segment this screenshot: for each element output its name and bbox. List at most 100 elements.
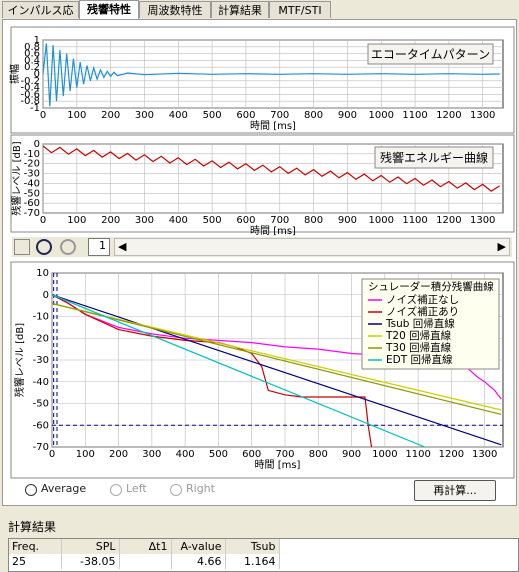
data-cell [119, 554, 172, 569]
x-tick-label: 1200 [439, 449, 464, 460]
x-tick-label: 400 [176, 449, 195, 460]
x-tick-label: 1000 [369, 110, 394, 121]
x-tick-label: 900 [338, 215, 357, 226]
y-tick-label: -10 [24, 149, 40, 160]
y-tick-label: -1 [30, 103, 40, 114]
y-tick-label: -30 [33, 355, 49, 366]
recalc-button[interactable]: 再計算... [414, 480, 496, 501]
y-tick-label: -10 [33, 312, 49, 323]
data-cell: 1.164 [225, 554, 280, 569]
y-tick-label: -40 [33, 377, 49, 388]
header-cell: Tsub [225, 539, 280, 554]
x-tick-label: 1100 [402, 110, 427, 121]
scroll-right[interactable]: ▶ [497, 240, 506, 253]
scroll-left[interactable]: ◀ [118, 240, 127, 253]
y-tick-label: 0.2 [24, 62, 40, 73]
y-axis-label: 残響レベル [dB] [13, 323, 26, 397]
y-tick-label: -0.2 [20, 76, 40, 87]
y-tick-label: -50 [24, 188, 40, 199]
data-cell: 25 [9, 554, 62, 569]
y-tick-label: -20 [33, 333, 49, 344]
y-tick-label: -50 [33, 399, 49, 410]
zoom-in-button[interactable] [36, 239, 52, 255]
tab[interactable]: 残響特性 [79, 0, 139, 19]
section-title: 計算結果 [8, 520, 57, 534]
x-axis-label: 時間 [ms] [255, 459, 301, 471]
x-tick-label: 1200 [436, 215, 461, 226]
x-tick-label: 700 [275, 449, 294, 460]
legend-label: EDT 回帰直線 [386, 353, 453, 366]
x-tick-label: 200 [109, 449, 128, 460]
y-axis-label: 残響レベル [dB] [10, 141, 23, 215]
x-tick-label: 600 [236, 110, 255, 121]
x-tick-label: 1300 [470, 215, 495, 226]
x-tick-label: 800 [304, 110, 323, 121]
legend-title: シュレーダー積分残響曲線 [368, 280, 494, 293]
x-tick-label: 500 [203, 215, 222, 226]
x-tick-label: 300 [135, 215, 154, 226]
legend-label: ノイズ補正なし [386, 293, 459, 306]
x-tick-label: 1200 [436, 110, 461, 121]
x-tick-label: 200 [101, 110, 120, 121]
radio-label: Average [41, 482, 87, 495]
chart-title: エコータイムパターン [371, 48, 490, 62]
legend-label: T30 回帰直線 [385, 341, 452, 354]
tab[interactable]: 周波数特性 [139, 1, 211, 18]
x-tick-label: 0 [49, 449, 55, 460]
results-table: Freq. SPL Δt1 A-value Tsub 25 -38.05 4.66 1.164 [9, 539, 280, 569]
y-tick-label: 0.8 [24, 42, 40, 53]
tab[interactable]: 計算結果 [211, 1, 269, 18]
header-row: Freq. SPL Δt1 A-value Tsub [9, 539, 280, 554]
y-tick-label: 1 [34, 35, 40, 46]
x-tick-label: 800 [309, 449, 328, 460]
y-tick-label: -70 [33, 442, 49, 453]
x-tick-label: 900 [338, 110, 357, 121]
radio-circle[interactable] [170, 484, 182, 496]
legend-box [361, 278, 500, 370]
x-tick-label: 900 [342, 449, 361, 460]
x-tick-label: 1000 [369, 215, 394, 226]
x-tick-label: 0 [40, 110, 46, 121]
radio-label: Right [186, 482, 215, 495]
grid-button[interactable] [14, 239, 30, 255]
radio-circle[interactable] [25, 484, 37, 496]
data-cell: 4.66 [171, 554, 226, 569]
data-line [52, 294, 502, 446]
results-table-frame: Freq. SPL Δt1 A-value Tsub 25 -38.05 4.66 1.164 [8, 538, 519, 572]
y-tick-label: -40 [24, 178, 40, 189]
x-tick-label: 200 [101, 215, 120, 226]
zoom-out-button[interactable] [60, 239, 76, 255]
x-tick-label: 1300 [470, 110, 495, 121]
y-tick-label: -0.6 [20, 89, 40, 100]
y-tick-label: -0.8 [20, 96, 40, 107]
data-cell: -38.05 [61, 554, 120, 569]
x-tick-label: 1300 [472, 449, 497, 460]
tab[interactable]: MTF/STI [269, 1, 331, 18]
y-tick-label: -20 [24, 159, 40, 170]
charts: 10.80.60.40.20-0.2-0.4-0.6-0.8-10 100 200 3… [8, 26, 515, 479]
data-line [43, 43, 500, 107]
y-tick-label: -30 [24, 169, 40, 180]
x-tick-label: 400 [169, 110, 188, 121]
x-tick-label: 300 [135, 110, 154, 121]
radio-circle[interactable] [110, 484, 122, 496]
scrollbar[interactable]: ◀ ▶ [114, 238, 510, 256]
data-line [52, 294, 373, 447]
y-tick-label: 0 [34, 139, 40, 150]
x-tick-label: 400 [169, 215, 188, 226]
x-tick-label: 600 [236, 215, 255, 226]
y-tick-label: 0 [34, 69, 40, 80]
y-tick-label: 10 [36, 268, 49, 279]
y-tick-label: 0 [43, 290, 49, 301]
x-tick-label: 700 [270, 110, 289, 121]
data-line [52, 294, 502, 400]
x-tick-label: 500 [209, 449, 228, 460]
radio-label: Left [126, 482, 147, 495]
page-field[interactable]: 1 [88, 238, 110, 256]
header-cell: Δt1 [119, 539, 172, 554]
data-line [52, 302, 502, 411]
x-tick-label: 300 [142, 449, 161, 460]
x-tick-label: 600 [242, 449, 261, 460]
legend-label: ノイズ補正あり [386, 305, 459, 318]
